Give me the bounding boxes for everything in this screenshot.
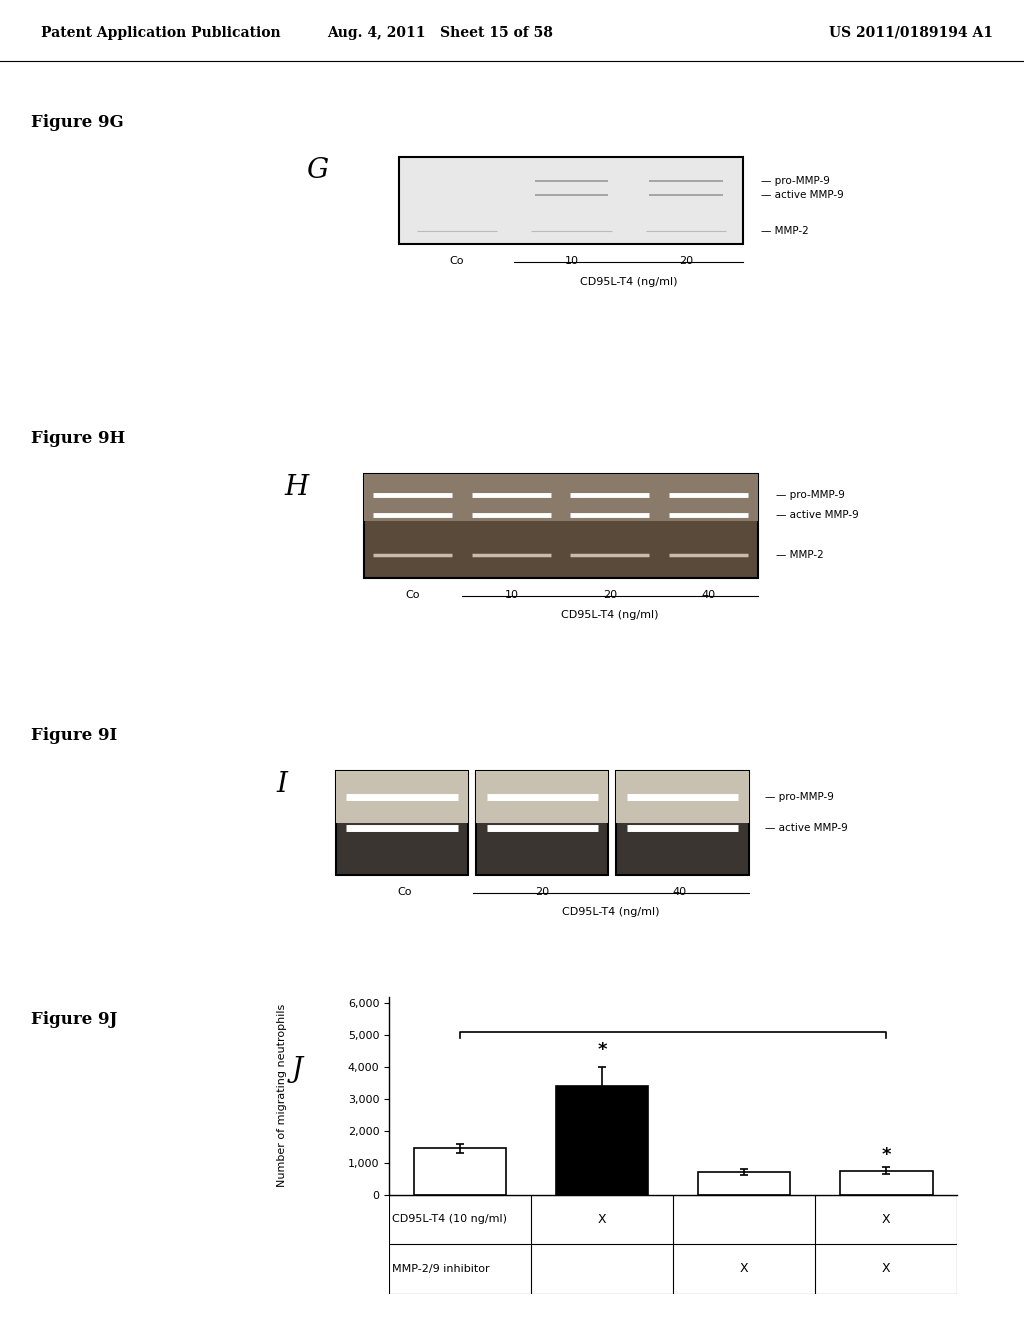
Text: — pro-MMP-9: — pro-MMP-9 (762, 176, 830, 186)
Text: G: G (306, 157, 329, 185)
Text: 20: 20 (603, 590, 617, 599)
Bar (556, 1086, 648, 1195)
Text: — active MMP-9: — active MMP-9 (765, 824, 848, 833)
Y-axis label: Number of migrating neutrophils: Number of migrating neutrophils (276, 1005, 287, 1187)
Text: *: * (597, 1041, 607, 1060)
Text: 20: 20 (536, 887, 549, 896)
Text: Co: Co (397, 887, 412, 896)
Text: CD95L-T4 (ng/ml): CD95L-T4 (ng/ml) (561, 610, 658, 620)
Bar (616, 771, 749, 822)
Text: — active MMP-9: — active MMP-9 (776, 511, 858, 520)
Bar (616, 771, 749, 875)
Text: — pro-MMP-9: — pro-MMP-9 (776, 490, 845, 499)
Text: I: I (276, 771, 287, 797)
Text: J: J (292, 1056, 302, 1082)
Bar (698, 1172, 791, 1195)
Text: 10: 10 (505, 590, 518, 599)
Text: X: X (740, 1262, 749, 1275)
Text: 20: 20 (679, 256, 693, 267)
Text: *: * (882, 1146, 891, 1164)
Text: X: X (882, 1213, 891, 1226)
Text: Figure 9G: Figure 9G (31, 114, 124, 131)
Bar (476, 771, 608, 875)
Bar (336, 771, 468, 875)
Text: Patent Application Publication: Patent Application Publication (41, 26, 281, 40)
Bar (476, 771, 608, 822)
Text: Aug. 4, 2011   Sheet 15 of 58: Aug. 4, 2011 Sheet 15 of 58 (328, 26, 553, 40)
Text: — MMP-2: — MMP-2 (776, 550, 823, 560)
Text: Co: Co (406, 590, 420, 599)
Text: CD95L-T4 (ng/ml): CD95L-T4 (ng/ml) (562, 907, 659, 917)
Text: Co: Co (450, 256, 464, 267)
Text: — MMP-2: — MMP-2 (762, 226, 809, 236)
Bar (841, 1171, 933, 1195)
Text: Figure 9I: Figure 9I (31, 727, 117, 744)
Bar (336, 771, 468, 822)
Text: — pro-MMP-9: — pro-MMP-9 (765, 792, 835, 801)
Text: — active MMP-9: — active MMP-9 (762, 190, 844, 199)
Bar (364, 474, 758, 520)
Bar (399, 157, 743, 244)
Text: X: X (882, 1262, 891, 1275)
Text: MMP-2/9 inhibitor: MMP-2/9 inhibitor (392, 1263, 489, 1274)
Text: X: X (598, 1213, 606, 1226)
Text: CD95L-T4 (10 ng/ml): CD95L-T4 (10 ng/ml) (392, 1214, 507, 1225)
Text: Figure 9H: Figure 9H (31, 430, 125, 447)
Text: 40: 40 (701, 590, 716, 599)
Text: 40: 40 (673, 887, 687, 896)
Text: H: H (285, 474, 309, 500)
Text: 10: 10 (564, 256, 579, 267)
Text: Figure 9J: Figure 9J (31, 1011, 117, 1028)
Bar (364, 474, 758, 578)
Text: US 2011/0189194 A1: US 2011/0189194 A1 (829, 26, 993, 40)
Bar (414, 1148, 506, 1195)
Text: CD95L-T4 (ng/ml): CD95L-T4 (ng/ml) (580, 277, 678, 288)
